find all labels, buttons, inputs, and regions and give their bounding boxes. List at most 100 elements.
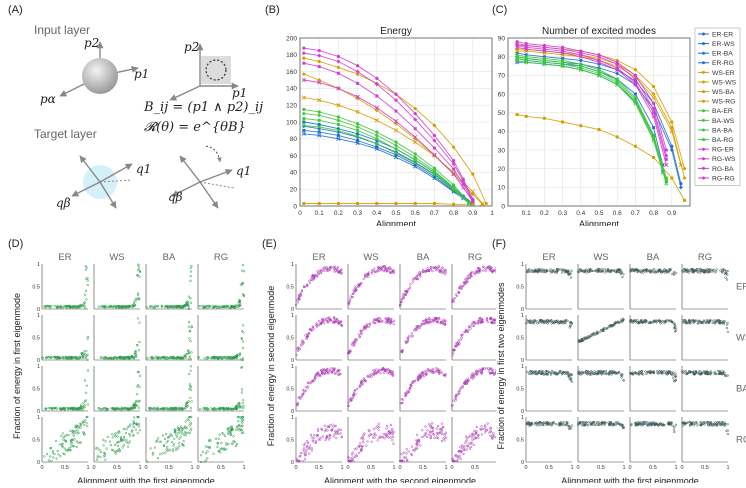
scatter-point bbox=[97, 406, 100, 410]
scatter-point bbox=[332, 435, 335, 438]
scatter-point bbox=[79, 356, 82, 359]
scatter-point bbox=[306, 441, 310, 445]
scatter-point bbox=[316, 428, 320, 431]
scatter-point bbox=[355, 288, 358, 291]
scatter-point bbox=[635, 423, 639, 426]
scatter-point bbox=[347, 456, 350, 459]
scatter-point bbox=[494, 435, 496, 439]
legend-marker-WS-ER bbox=[702, 70, 705, 74]
scatter-point bbox=[610, 269, 613, 272]
point-ER-BA bbox=[336, 133, 340, 137]
scatter-point bbox=[698, 271, 701, 274]
scatter-point bbox=[186, 304, 189, 307]
point-BA-ER bbox=[432, 166, 436, 170]
scatter-point bbox=[672, 373, 675, 376]
scatter-point bbox=[639, 421, 642, 424]
point-RG-BA bbox=[452, 167, 456, 171]
scatter-point bbox=[536, 320, 539, 323]
scatter-point bbox=[351, 292, 355, 295]
scatter-point bbox=[170, 440, 174, 444]
scatter-point bbox=[431, 320, 434, 324]
point-RG-RG bbox=[413, 135, 418, 140]
scatter-point bbox=[697, 370, 701, 373]
scatter-point bbox=[86, 403, 89, 406]
scatter-point bbox=[358, 335, 361, 338]
scatter-point bbox=[376, 425, 379, 428]
scatter-point bbox=[205, 459, 208, 462]
scatter-point bbox=[443, 323, 446, 326]
scatter-point bbox=[663, 371, 666, 374]
scatter-point bbox=[240, 366, 243, 369]
point-RG-RG bbox=[355, 94, 360, 99]
scatter-point bbox=[379, 268, 383, 271]
scatter-point bbox=[50, 356, 53, 359]
scatter-point bbox=[400, 351, 404, 354]
scatter-point bbox=[652, 267, 656, 271]
scatter-point bbox=[618, 270, 621, 274]
scatter-point bbox=[166, 357, 169, 360]
scatter-point bbox=[334, 317, 337, 321]
cell-x-tick: 1 bbox=[444, 465, 447, 471]
scatter-point bbox=[600, 372, 603, 375]
col-label-BA: BA bbox=[417, 252, 430, 263]
scatter-point bbox=[714, 372, 717, 376]
point-RG-BA bbox=[302, 61, 306, 65]
series-line-BA-ER bbox=[517, 54, 667, 179]
scatter-point bbox=[607, 421, 610, 424]
scatter-point bbox=[68, 447, 71, 450]
scatter-point bbox=[106, 407, 110, 411]
scatter-point bbox=[53, 304, 56, 308]
point-RG-BA bbox=[394, 109, 398, 113]
scatter-point bbox=[398, 459, 402, 463]
scatter-point bbox=[322, 269, 326, 272]
scatter-point bbox=[720, 271, 724, 274]
scatter-point bbox=[209, 407, 212, 410]
scatter-point bbox=[205, 357, 209, 360]
legend-label-BA-ER: BA-ER bbox=[712, 108, 733, 115]
scatter-point bbox=[460, 386, 463, 389]
scatter-point bbox=[240, 358, 243, 361]
scatter-cell: 00.510 0.5 1 bbox=[32, 415, 89, 471]
scatter-point bbox=[363, 432, 366, 435]
scatter-point bbox=[537, 421, 540, 425]
scatter-point bbox=[188, 372, 191, 376]
scatter-point bbox=[56, 449, 59, 453]
scatter-point bbox=[404, 340, 407, 343]
scatter-point bbox=[451, 457, 454, 460]
scatter-point bbox=[69, 449, 72, 452]
grid-x-axis-label: Alignment with the second eigenmode bbox=[324, 476, 476, 483]
scatter-point bbox=[674, 375, 677, 379]
scatter-point bbox=[386, 320, 389, 323]
scatter-point bbox=[408, 334, 411, 337]
scatter-point bbox=[376, 439, 379, 442]
scatter-point bbox=[621, 275, 624, 279]
scatter-point bbox=[368, 374, 371, 377]
scatter-point bbox=[204, 445, 208, 448]
scatter-point bbox=[189, 407, 193, 410]
scatter-point bbox=[135, 399, 138, 403]
scatter-point bbox=[116, 431, 120, 434]
cell-x-tick: 0.5 bbox=[165, 465, 173, 471]
y-tick-label: 90 bbox=[498, 35, 506, 42]
scatter-point bbox=[61, 356, 65, 359]
scatter-point bbox=[391, 432, 394, 435]
scatter-point bbox=[494, 267, 496, 270]
scatter-point bbox=[240, 406, 243, 409]
scatter-point bbox=[436, 434, 439, 437]
scatter-point bbox=[671, 272, 674, 276]
scatter-point bbox=[146, 357, 149, 360]
scatter-point bbox=[526, 370, 529, 374]
scatter-point bbox=[81, 353, 84, 356]
point-WS-BA bbox=[615, 135, 619, 139]
point-ER-BA bbox=[356, 138, 360, 142]
scatter-point bbox=[467, 442, 471, 445]
scatter-point bbox=[48, 305, 52, 308]
scatter-point bbox=[468, 434, 472, 437]
scatter-point bbox=[412, 278, 415, 281]
scatter-point bbox=[302, 390, 306, 394]
cell-x-tick: 0.5 bbox=[113, 465, 121, 471]
scatter-point bbox=[596, 332, 599, 335]
scatter-point bbox=[450, 404, 454, 407]
scatter-point bbox=[567, 424, 571, 428]
label-p1-sphere: p1 bbox=[134, 67, 150, 81]
